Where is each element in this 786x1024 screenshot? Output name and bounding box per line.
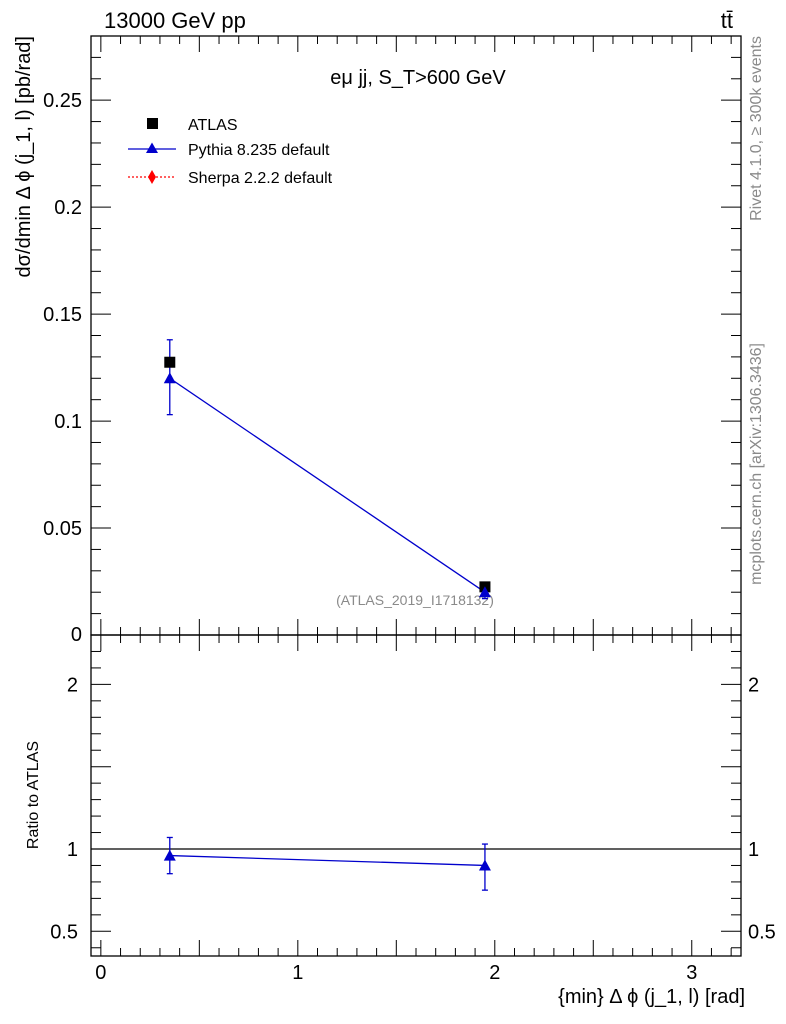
pythia-point: [478, 586, 491, 598]
mcplots-label: mcplots.cern.ch [arXiv:1306.3436]: [748, 343, 765, 585]
ratio-y-tick-label-left: 1: [67, 839, 78, 861]
y-tick-label: 0.2: [54, 197, 82, 219]
y-tick-label: 0.25: [43, 90, 82, 112]
ratio-pythia-line: [169, 854, 485, 867]
legend: ATLAS Pythia 8.235 default Sherpa 2.2.2 …: [128, 117, 333, 187]
y-tick-label: 0.15: [43, 304, 82, 326]
pythia-point: [163, 372, 176, 384]
ratio-panel-ticks: [91, 634, 741, 956]
x-axis-title: {min} Δ ϕ (j_1, l) [rad]: [558, 986, 745, 1008]
analysis-watermark: (ATLAS_2019_I1718132): [336, 592, 494, 608]
atlas-point: [164, 356, 176, 368]
main-y-origin-label: 0: [71, 624, 82, 646]
x-tick-labels: 0 1 2 3: [95, 962, 697, 984]
main-y-tick-labels: 0.05 0.1 0.15 0.2 0.25: [43, 90, 82, 540]
ratio-y-tick-labels: 0.5 0.5 1 1 2 2: [50, 674, 776, 943]
main-title: eμ jj, S_T>600 GeV: [330, 67, 506, 89]
main-panel-data: [163, 339, 491, 600]
x-tick-label: 2: [489, 962, 500, 984]
ratio-y-tick-label-left: 2: [67, 674, 78, 696]
ratio-y-axis-title: Ratio to ATLAS: [25, 741, 42, 849]
ratio-panel-frame: [90, 634, 742, 957]
legend-marker-pythia: [146, 142, 158, 153]
ratio-pythia-point: [478, 859, 491, 871]
pythia-line: [169, 377, 486, 593]
ratio-y-tick-label-right: 0.5: [748, 921, 776, 943]
x-tick-label: 0: [95, 962, 106, 984]
legend-marker-sherpa: [148, 170, 156, 184]
legend-label-atlas: ATLAS: [188, 117, 238, 134]
energy-label: 13000 GeV pp: [104, 8, 246, 33]
ratio-pythia-point: [163, 849, 176, 861]
legend-label-pythia: Pythia 8.235 default: [188, 142, 330, 159]
x-tick-label: 1: [292, 962, 303, 984]
rivet-version-label: Rivet 4.1.0, ≥ 300k events: [748, 36, 765, 221]
y-tick-label: 0.1: [54, 411, 82, 433]
ratio-panel-data: [91, 836, 741, 891]
main-y-axis-title: dσ/dmin Δ ϕ (j_1, l) [pb/rad]: [13, 36, 35, 277]
ratio-y-tick-label-right: 1: [748, 839, 759, 861]
process-label: tt̄: [721, 8, 733, 33]
main-panel-ticks: [91, 35, 741, 636]
ratio-y-tick-label-right: 2: [748, 674, 759, 696]
ratio-y-tick-label-left: 0.5: [50, 921, 78, 943]
legend-label-sherpa: Sherpa 2.2.2 default: [188, 170, 333, 187]
x-tick-label: 3: [686, 962, 697, 984]
legend-marker-atlas: [147, 118, 158, 129]
y-tick-label: 0.05: [43, 518, 82, 540]
